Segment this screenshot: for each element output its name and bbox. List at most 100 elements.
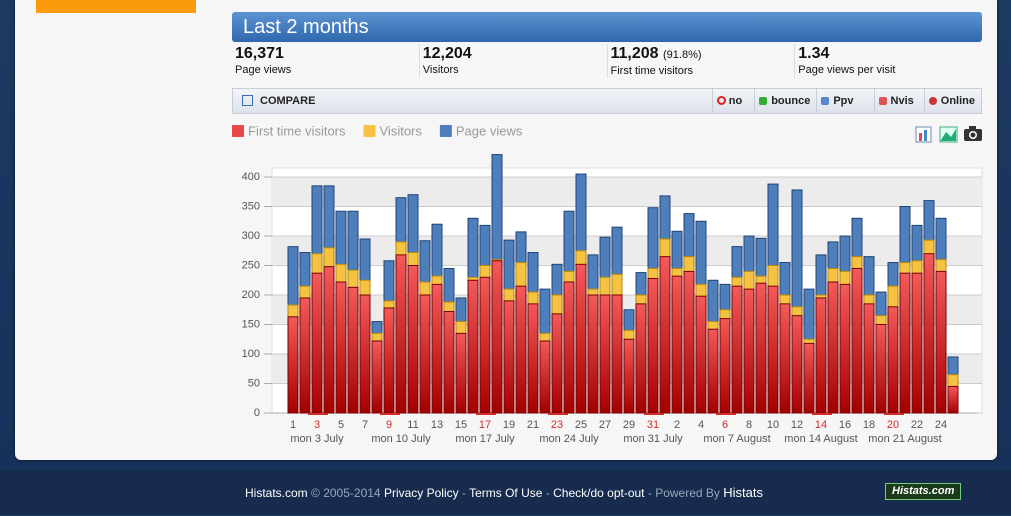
legend-label: Visitors	[380, 123, 423, 138]
compare[interactable]: COMPARE	[260, 95, 316, 107]
stat-value: 1.34	[798, 45, 830, 62]
legend-label: First time visitors	[248, 123, 346, 138]
stat-value: 16,371	[235, 45, 284, 62]
bar	[623, 338, 635, 414]
stat: 1.34 Page views per visit	[795, 44, 982, 78]
bar	[863, 303, 875, 414]
link[interactable]: Terms Of Use	[469, 486, 543, 500]
copyright: © 2005-2014	[311, 486, 381, 500]
week-label: mon 7 August	[703, 433, 770, 445]
x-tick-label: 3	[314, 419, 320, 431]
x-tick-label: 5	[338, 419, 344, 431]
chart-icons[interactable]	[915, 126, 982, 143]
bar	[707, 328, 719, 414]
stat-label: Visitors	[422, 64, 459, 76]
x-tick-label: 6	[722, 419, 728, 431]
y-tick-label: 200	[242, 289, 260, 301]
bar	[815, 297, 827, 414]
menu-button[interactable]	[36, 0, 196, 13]
x-tick-label: 7	[362, 419, 368, 431]
button-label: Online	[940, 95, 975, 107]
bar	[455, 332, 467, 414]
bar	[839, 283, 851, 414]
x-tick-label: 14	[815, 419, 827, 431]
x-tick-label: 25	[575, 419, 587, 431]
button-label: Nvis	[890, 95, 914, 107]
button[interactable]: bounce	[754, 89, 816, 113]
bar	[515, 285, 527, 414]
bar	[371, 340, 383, 414]
stat: 11,208 (91.8%) First time visitors	[608, 44, 796, 78]
bar	[827, 281, 839, 414]
x-tick-label: 17	[479, 419, 491, 431]
bar	[479, 276, 491, 414]
weekend-marker	[308, 413, 328, 415]
y-tick-label: 400	[242, 171, 260, 183]
x-tick-label: 16	[839, 419, 851, 431]
bar	[767, 285, 779, 414]
button-label: bounce	[771, 95, 811, 107]
weekend-marker	[380, 413, 400, 415]
bar	[899, 272, 911, 414]
button-label: Ppv	[833, 95, 854, 107]
bar	[599, 294, 611, 414]
footer-text: Histats.com © 2005-2014 Privacy Policy -…	[245, 485, 763, 500]
x-tick-label: 20	[887, 419, 899, 431]
link[interactable]: Privacy Policy	[383, 486, 459, 500]
x-tick-label: 9	[386, 419, 392, 431]
link[interactable]: Check/do opt-out	[553, 486, 645, 500]
button[interactable]: Online	[923, 89, 981, 113]
legend-label: Page views	[456, 123, 523, 138]
y-tick-label: 100	[242, 348, 260, 360]
toolbar: COMPARE no bounce Ppv Nvis Online	[232, 88, 982, 114]
bar	[359, 294, 371, 414]
x-tick-label: 23	[551, 419, 563, 431]
bar	[431, 283, 443, 414]
weekend-marker	[476, 413, 496, 415]
stat-label: Page views	[235, 64, 292, 76]
legend-swatch	[363, 125, 376, 137]
x-tick-label: 4	[698, 419, 704, 431]
footer: Histats.com © 2005-2014 Privacy Policy -…	[0, 470, 1011, 515]
logo[interactable]: Histats.com	[885, 483, 962, 500]
x-tick-label: 15	[455, 419, 467, 431]
bar	[575, 263, 587, 414]
week-label: mon 17 July	[455, 433, 515, 445]
week-label: mon 21 August	[868, 433, 941, 445]
button[interactable]: Nvis	[873, 89, 924, 113]
x-tick-label: 13	[431, 419, 443, 431]
x-tick-label: 21	[527, 419, 539, 431]
buttons: no bounce Ppv Nvis Online	[711, 89, 981, 113]
x-tick-label: 27	[599, 419, 611, 431]
button[interactable]: no	[711, 89, 754, 113]
button[interactable]: Ppv	[816, 89, 873, 113]
button-label: no	[728, 95, 743, 107]
grid-band	[272, 177, 982, 207]
x-tick-label: 29	[623, 419, 635, 431]
bar	[695, 295, 707, 414]
legend-swatch	[439, 125, 452, 137]
stat: 12,204 Visitors	[420, 44, 608, 78]
x-tick-label: 19	[503, 419, 515, 431]
x-tick-label: 2	[674, 419, 680, 431]
stat-extra: (91.8%)	[663, 49, 702, 61]
grid-band	[272, 236, 982, 266]
brand[interactable]: Histats	[723, 485, 763, 500]
y-tick-label: 150	[242, 318, 260, 330]
bar	[791, 315, 803, 414]
week-label: mon 10 July	[371, 433, 431, 445]
x-tick-label: 8	[746, 419, 752, 431]
y-tick-label: 300	[242, 230, 260, 242]
stats: 16,371 Page views 12,204 Visitors 11,208 (…	[232, 44, 982, 78]
bar	[395, 254, 407, 414]
header: Last 2 months	[232, 12, 982, 42]
bar	[659, 256, 671, 414]
bar	[671, 275, 683, 414]
week-label: mon 24 July	[539, 433, 599, 445]
site[interactable]: Histats.com	[245, 486, 308, 500]
bar	[803, 342, 815, 414]
week-label: mon 3 July	[290, 433, 344, 445]
bar	[287, 316, 299, 414]
bar	[935, 270, 947, 414]
